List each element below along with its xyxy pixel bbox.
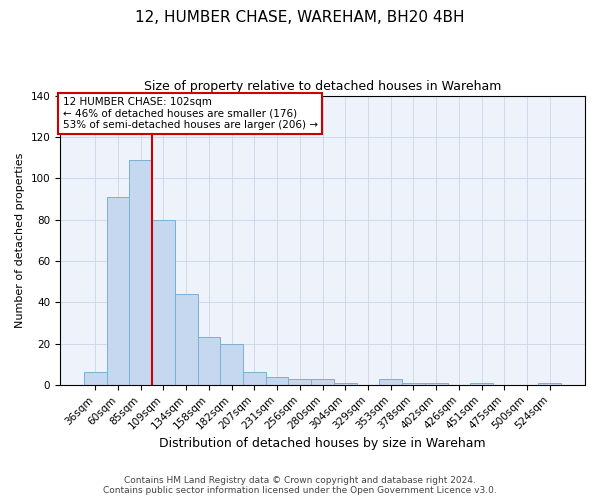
Y-axis label: Number of detached properties: Number of detached properties: [15, 152, 25, 328]
Bar: [107, 197, 130, 385]
Bar: [311, 378, 334, 385]
Bar: [470, 383, 493, 385]
Bar: [266, 376, 289, 385]
Bar: [152, 220, 175, 385]
Bar: [334, 383, 356, 385]
Title: Size of property relative to detached houses in Wareham: Size of property relative to detached ho…: [144, 80, 501, 93]
Bar: [402, 383, 425, 385]
Bar: [84, 372, 107, 385]
Bar: [243, 372, 266, 385]
Text: Contains HM Land Registry data © Crown copyright and database right 2024.
Contai: Contains HM Land Registry data © Crown c…: [103, 476, 497, 495]
Bar: [220, 344, 243, 385]
Text: 12 HUMBER CHASE: 102sqm
← 46% of detached houses are smaller (176)
53% of semi-d: 12 HUMBER CHASE: 102sqm ← 46% of detache…: [62, 97, 317, 130]
Text: 12, HUMBER CHASE, WAREHAM, BH20 4BH: 12, HUMBER CHASE, WAREHAM, BH20 4BH: [135, 10, 465, 25]
X-axis label: Distribution of detached houses by size in Wareham: Distribution of detached houses by size …: [159, 437, 486, 450]
Bar: [175, 294, 197, 385]
Bar: [289, 378, 311, 385]
Bar: [130, 160, 152, 385]
Bar: [197, 338, 220, 385]
Bar: [538, 383, 561, 385]
Bar: [379, 378, 402, 385]
Bar: [425, 383, 448, 385]
